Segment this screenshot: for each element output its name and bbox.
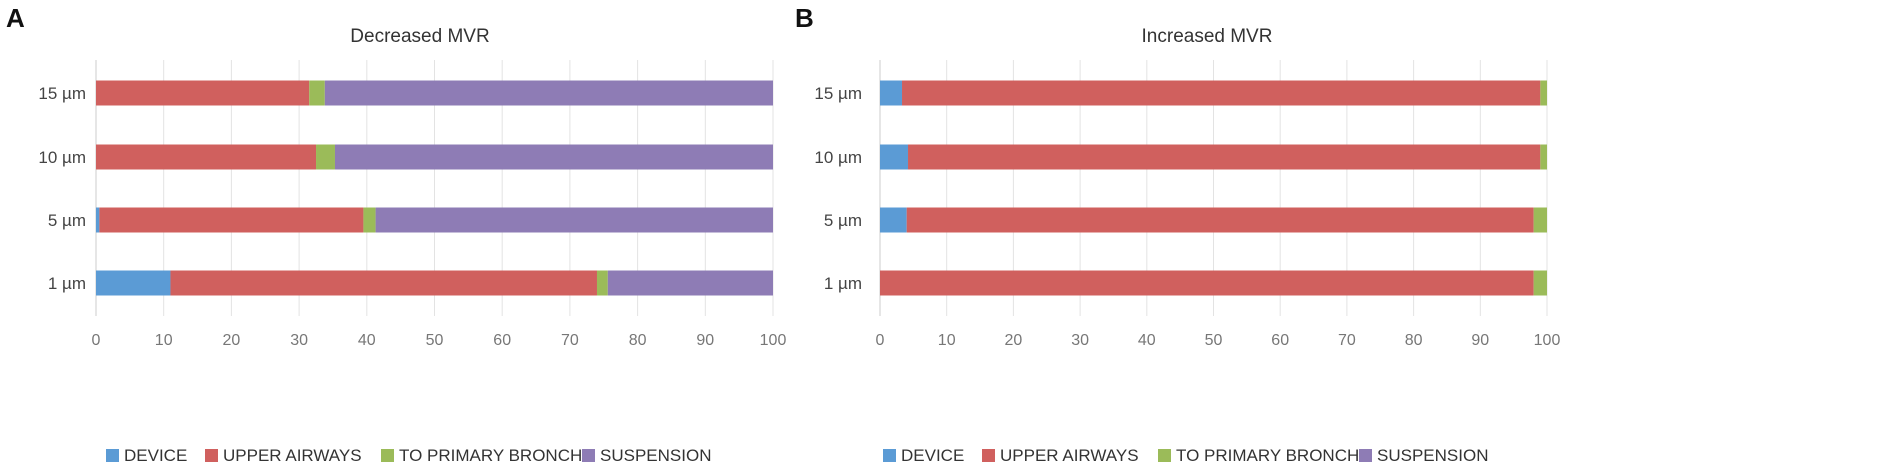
x-tick-label: 80 [629, 332, 647, 349]
bar-segment [96, 80, 310, 106]
x-tick-label: 60 [493, 332, 511, 349]
legend-swatch [883, 449, 896, 462]
x-tick-label: 70 [1338, 332, 1356, 349]
bar-segment [96, 207, 100, 233]
x-tick-label: 20 [223, 332, 241, 349]
bar-segment [908, 144, 1541, 170]
panel-label: B [795, 3, 814, 33]
legend-label: TO PRIMARY BRONCHI [1176, 446, 1364, 465]
chart-panel-a: A Decreased MVR 0 10 20 30 40 50 60 70 80 90 100 15 µ… [6, 3, 786, 465]
x-tick-label: 0 [92, 332, 101, 349]
legend-swatch [982, 449, 995, 462]
category-label: 1 µm [824, 274, 862, 293]
x-tick-label: 40 [1138, 332, 1156, 349]
bar-segment [1540, 144, 1547, 170]
x-tick-label: 90 [696, 332, 714, 349]
bar-segment [902, 80, 1541, 106]
bar-segment [880, 80, 903, 106]
bar-segment [1540, 80, 1547, 106]
x-tick-label: 10 [155, 332, 173, 349]
bar-segment [906, 207, 1534, 233]
bar-segment [1533, 207, 1547, 233]
bar-segment [96, 270, 171, 296]
x-tick-label: 50 [426, 332, 444, 349]
x-tick-label: 10 [938, 332, 956, 349]
legend-label: TO PRIMARY BRONCHI [399, 446, 587, 465]
x-tick-label: 50 [1205, 332, 1223, 349]
bar-segment [596, 270, 608, 296]
bar-segment [1533, 270, 1547, 296]
x-tick-label: 0 [876, 332, 885, 349]
x-tick-label: 40 [358, 332, 376, 349]
category-label: 15 µm [38, 84, 86, 103]
x-tick-label: 30 [1071, 332, 1089, 349]
legend-swatch [1158, 449, 1171, 462]
legend-label: UPPER AIRWAYS [223, 446, 362, 465]
x-tick-label: 70 [561, 332, 579, 349]
bar-segment [334, 144, 773, 170]
bar-segment [99, 207, 364, 233]
chart-title: Decreased MVR [350, 26, 489, 47]
category-label: 10 µm [38, 148, 86, 167]
bar-segment [880, 144, 909, 170]
bar-segment [363, 207, 376, 233]
x-tick-label: 20 [1005, 332, 1023, 349]
bar-segment [880, 207, 907, 233]
panel-label: A [6, 3, 25, 33]
category-label: 10 µm [814, 148, 862, 167]
legend-label: SUSPENSION [1377, 446, 1488, 465]
category-label: 1 µm [48, 274, 86, 293]
x-tick-label: 100 [760, 332, 787, 349]
x-tick-label: 80 [1405, 332, 1423, 349]
legend-label: DEVICE [124, 446, 187, 465]
bar-segment [170, 270, 597, 296]
x-tick-label: 30 [290, 332, 308, 349]
bar-segment [309, 80, 325, 106]
legend-swatch [106, 449, 119, 462]
legend-swatch [205, 449, 218, 462]
bar-segment [96, 144, 317, 170]
legend-swatch [381, 449, 394, 462]
category-label: 5 µm [824, 211, 862, 230]
legend-label: SUSPENSION [600, 446, 711, 465]
bar-segment [375, 207, 773, 233]
chart-title: Increased MVR [1142, 26, 1273, 47]
x-tick-label: 100 [1534, 332, 1561, 349]
legend-swatch [1359, 449, 1372, 462]
bar-segment [880, 270, 1534, 296]
bar-segment [316, 144, 335, 170]
category-label: 5 µm [48, 211, 86, 230]
bar-segment [324, 80, 773, 106]
category-label: 15 µm [814, 84, 862, 103]
bar-segment [607, 270, 773, 296]
x-tick-label: 90 [1471, 332, 1489, 349]
chart-panel-b: B Increased MVR 0 10 20 30 40 50 60 70 80 90 100 15 µ… [795, 3, 1560, 465]
legend-label: DEVICE [901, 446, 964, 465]
x-tick-label: 60 [1271, 332, 1289, 349]
legend-swatch [582, 449, 595, 462]
legend-label: UPPER AIRWAYS [1000, 446, 1139, 465]
